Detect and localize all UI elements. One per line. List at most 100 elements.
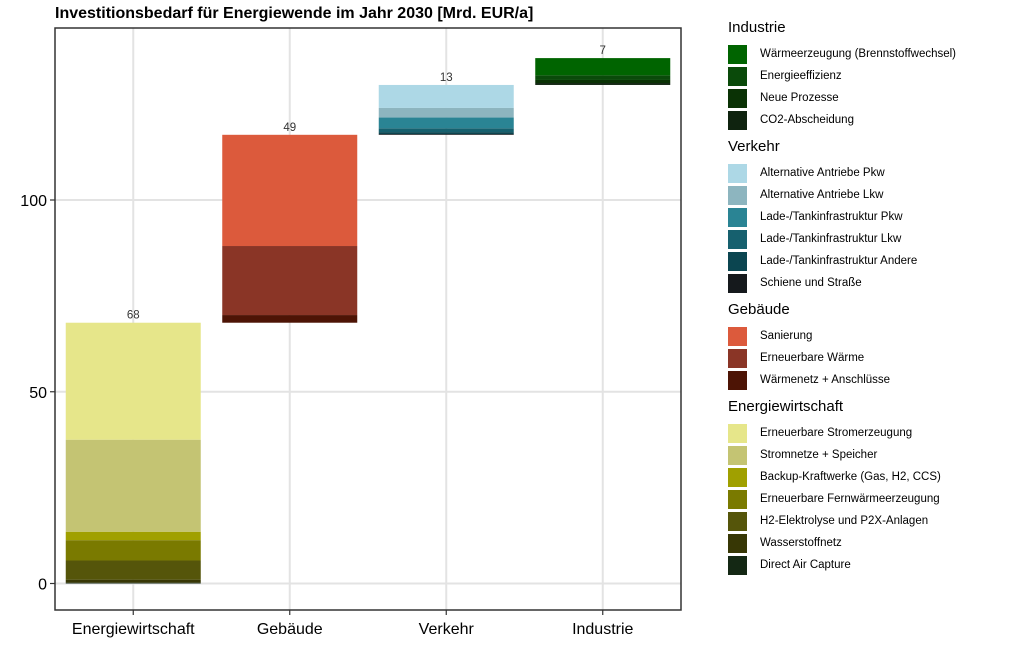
legend-item: Energieeffizienz <box>728 65 1018 87</box>
legend-group-title: Verkehr <box>728 138 780 155</box>
legend-item: Alternative Antriebe Pkw <box>728 162 1018 184</box>
legend-label: Stromnetze + Speicher <box>760 449 878 461</box>
legend-label: H2-Elektrolyse und P2X-Anlagen <box>760 515 929 527</box>
legend-label: Wasserstoffnetz <box>760 537 842 549</box>
legend-swatch <box>728 511 747 531</box>
x-tick-label: Gebäude <box>257 621 323 638</box>
legend-swatch <box>728 533 747 553</box>
bar-segment <box>222 134 358 247</box>
bar-segment <box>222 315 358 323</box>
legend-item: Erneuerbare Stromerzeugung <box>728 422 1018 444</box>
legend-item: Lade-/Tankinfrastruktur Andere <box>728 250 1018 272</box>
legend-group: Verkehr Alternative Antriebe Pkw Alternati… <box>728 137 1018 294</box>
legend-item: Erneuerbare Wärme <box>728 347 1018 369</box>
legend-swatch <box>728 185 747 205</box>
legend-label: Alternative Antriebe Lkw <box>760 189 884 201</box>
data-label: 49 <box>283 122 296 134</box>
legend-label: Backup-Kraftwerke (Gas, H2, CCS) <box>760 471 941 483</box>
plot-border <box>54 27 682 611</box>
legend-swatch <box>728 467 747 487</box>
legend-label: Erneuerbare Fernwärmeerzeugung <box>760 493 940 505</box>
legend: Industrie Wärmeerzeugung (Brennstoffwechs… <box>728 18 1018 582</box>
legend-label: Energieeffizienz <box>760 70 842 82</box>
legend-item: Erneuerbare Fernwärmeerzeugung <box>728 488 1018 510</box>
legend-item: Schiene und Straße <box>728 272 1018 294</box>
data-label: 7 <box>600 45 606 57</box>
legend-swatch <box>728 555 747 575</box>
legend-group: Energiewirtschaft Erneuerbare Stromerzeug… <box>728 397 1018 576</box>
legend-item: Wasserstoffnetz <box>728 532 1018 554</box>
bar-segment <box>378 132 514 135</box>
legend-label: Neue Prozesse <box>760 92 839 104</box>
bar-segment <box>65 439 201 532</box>
bar-segment <box>65 579 201 583</box>
bar-segment <box>378 128 514 133</box>
x-tick-label: Energiewirtschaft <box>72 621 195 638</box>
legend-group: Gebäude Sanierung Erneuerbare Wärme Wärmene… <box>728 300 1018 391</box>
legend-item: Direct Air Capture <box>728 554 1018 576</box>
legend-item: Alternative Antriebe Lkw <box>728 184 1018 206</box>
legend-label: Wärmeerzeugung (Brennstoffwechsel) <box>760 48 957 60</box>
bar-segment <box>65 540 201 561</box>
legend-label: Erneuerbare Wärme <box>760 352 865 364</box>
legend-swatch <box>728 445 747 465</box>
legend-swatch <box>728 370 747 390</box>
legend-item: Sanierung <box>728 325 1018 347</box>
legend-item: Wärmeerzeugung (Brennstoffwechsel) <box>728 43 1018 65</box>
legend-item: CO2-Abscheidung <box>728 109 1018 131</box>
bar-segment <box>378 84 514 108</box>
data-label: 13 <box>440 72 453 84</box>
bar-segment <box>65 531 201 541</box>
bar-segment <box>378 107 514 118</box>
x-tick-label: Verkehr <box>419 621 475 638</box>
legend-label: Wärmenetz + Anschlüsse <box>760 374 891 386</box>
legend-label: Lade-/Tankinfrastruktur Lkw <box>760 233 902 245</box>
legend-swatch <box>728 88 747 108</box>
bar-segment <box>65 560 201 580</box>
legend-group: Industrie Wärmeerzeugung (Brennstoffwechs… <box>728 18 1018 131</box>
legend-swatch <box>728 251 747 271</box>
legend-group-title: Energiewirtschaft <box>728 398 844 415</box>
bar-segment <box>222 246 358 316</box>
legend-item: Lade-/Tankinfrastruktur Lkw <box>728 228 1018 250</box>
bar-segment <box>65 582 201 584</box>
legend-item: H2-Elektrolyse und P2X-Anlagen <box>728 510 1018 532</box>
y-tick-label: 100 <box>20 193 47 210</box>
legend-swatch <box>728 207 747 227</box>
legend-label: Sanierung <box>760 330 813 342</box>
legend-item: Stromnetze + Speicher <box>728 444 1018 466</box>
chart-plot: 68 49 13 7 0 50 100 Energiewirtschaft Gebäude Ver… <box>20 27 682 638</box>
legend-swatch <box>728 163 747 183</box>
bar-segment <box>378 134 514 135</box>
legend-label: Lade-/Tankinfrastruktur Pkw <box>760 211 903 223</box>
chart-title: Investitionsbedarf für Energiewende im J… <box>55 5 534 22</box>
legend-label: Alternative Antriebe Pkw <box>760 167 885 179</box>
y-tick-label: 0 <box>38 577 47 594</box>
legend-swatch <box>728 326 747 346</box>
bar-segment <box>378 117 514 129</box>
legend-swatch <box>728 110 747 130</box>
legend-item: Wärmenetz + Anschlüsse <box>728 369 1018 391</box>
bar-segment <box>535 83 671 85</box>
legend-label: CO2-Abscheidung <box>760 114 854 126</box>
legend-swatch <box>728 66 747 86</box>
bar-segment <box>535 79 671 84</box>
legend-item: Neue Prozesse <box>728 87 1018 109</box>
legend-swatch <box>728 273 747 293</box>
y-tick-label: 50 <box>29 385 47 402</box>
legend-item: Lade-/Tankinfrastruktur Pkw <box>728 206 1018 228</box>
legend-label: Schiene und Straße <box>760 277 862 289</box>
legend-group-title: Gebäude <box>728 301 790 318</box>
legend-label: Direct Air Capture <box>760 559 851 571</box>
legend-swatch <box>728 44 747 64</box>
bar-segment <box>65 322 201 440</box>
bar-segment <box>535 75 671 80</box>
x-tick-label: Industrie <box>572 621 633 638</box>
data-label: 68 <box>127 310 140 322</box>
bar-segment <box>535 58 671 76</box>
legend-swatch <box>728 348 747 368</box>
legend-item: Backup-Kraftwerke (Gas, H2, CCS) <box>728 466 1018 488</box>
legend-swatch <box>728 489 747 509</box>
legend-label: Erneuerbare Stromerzeugung <box>760 427 913 439</box>
legend-group-title: Industrie <box>728 19 786 36</box>
